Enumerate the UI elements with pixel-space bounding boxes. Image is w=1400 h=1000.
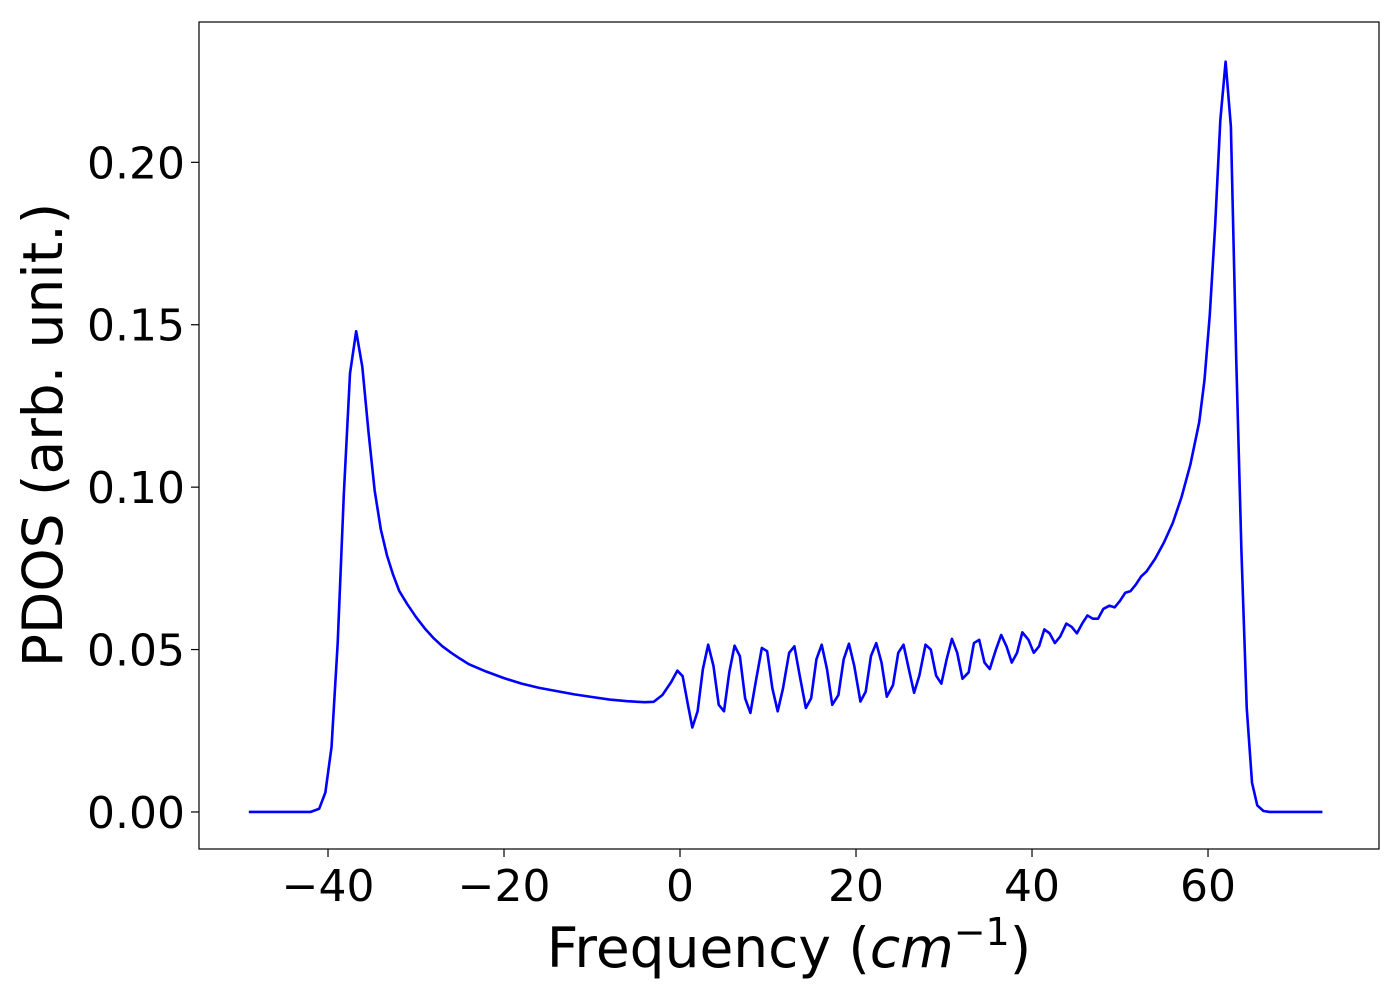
x-label-unit: cm bbox=[870, 916, 954, 980]
y-tick-label: 0.00 bbox=[87, 788, 185, 839]
x-tick-label: 0 bbox=[666, 861, 694, 912]
x-axis-label: Frequency (cm−1) bbox=[547, 910, 1031, 980]
y-tick-label: 0.15 bbox=[87, 301, 185, 352]
x-label-text: Frequency ( bbox=[547, 916, 870, 980]
y-tick-label: 0.10 bbox=[87, 463, 185, 514]
y-tick-label: 0.05 bbox=[87, 626, 185, 677]
y-axis-label: PDOS (arb. unit.) bbox=[11, 203, 75, 667]
pdos-line bbox=[248, 60, 1323, 814]
x-tick-label: 20 bbox=[828, 861, 884, 912]
x-tick-label: −40 bbox=[282, 861, 375, 912]
x-label-paren: ) bbox=[1010, 916, 1031, 980]
x-tick-label: 60 bbox=[1180, 861, 1236, 912]
x-tick-label: 40 bbox=[1004, 861, 1060, 912]
x-tick-label: −20 bbox=[458, 861, 551, 912]
axes-frame bbox=[198, 21, 1380, 850]
y-tick-label: 0.20 bbox=[87, 138, 185, 189]
x-label-exponent: −1 bbox=[954, 910, 1010, 954]
